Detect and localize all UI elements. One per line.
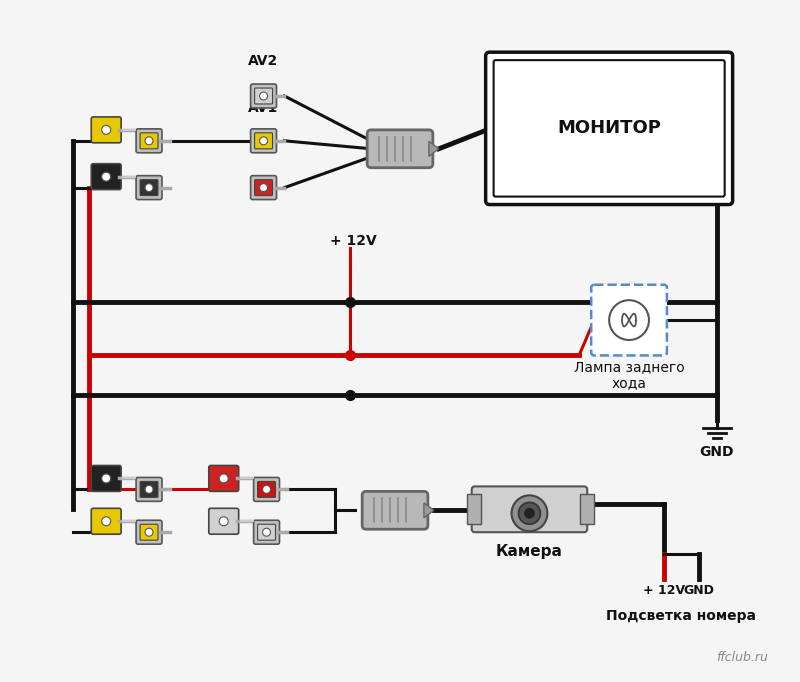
Polygon shape xyxy=(424,503,434,518)
Circle shape xyxy=(525,508,534,518)
Circle shape xyxy=(102,125,110,134)
FancyBboxPatch shape xyxy=(367,130,433,168)
Text: AV2: AV2 xyxy=(249,54,278,68)
FancyBboxPatch shape xyxy=(254,133,273,149)
FancyBboxPatch shape xyxy=(258,524,275,540)
FancyBboxPatch shape xyxy=(258,481,275,497)
Circle shape xyxy=(145,183,153,192)
Text: ffclub.ru: ffclub.ru xyxy=(717,651,769,664)
Circle shape xyxy=(609,300,649,340)
FancyBboxPatch shape xyxy=(494,60,725,196)
Circle shape xyxy=(145,137,153,145)
Circle shape xyxy=(102,172,110,181)
Bar xyxy=(466,494,481,524)
FancyBboxPatch shape xyxy=(472,486,587,532)
FancyBboxPatch shape xyxy=(254,88,273,104)
FancyBboxPatch shape xyxy=(209,508,238,534)
Circle shape xyxy=(262,529,270,536)
FancyBboxPatch shape xyxy=(91,508,121,534)
FancyBboxPatch shape xyxy=(140,179,158,196)
Circle shape xyxy=(102,474,110,483)
Circle shape xyxy=(518,503,541,524)
Circle shape xyxy=(102,517,110,526)
FancyBboxPatch shape xyxy=(140,481,158,497)
FancyBboxPatch shape xyxy=(254,179,273,196)
Text: Подсветка номера: Подсветка номера xyxy=(606,609,756,623)
Text: МОНИТОР: МОНИТОР xyxy=(558,119,661,137)
Circle shape xyxy=(262,486,270,493)
FancyBboxPatch shape xyxy=(91,164,121,190)
FancyBboxPatch shape xyxy=(209,466,238,492)
Circle shape xyxy=(259,183,267,192)
FancyBboxPatch shape xyxy=(254,520,279,544)
Circle shape xyxy=(259,92,267,100)
FancyBboxPatch shape xyxy=(136,129,162,153)
FancyBboxPatch shape xyxy=(140,524,158,540)
FancyBboxPatch shape xyxy=(136,520,162,544)
FancyBboxPatch shape xyxy=(591,284,667,355)
FancyBboxPatch shape xyxy=(91,117,121,143)
FancyBboxPatch shape xyxy=(250,84,277,108)
Circle shape xyxy=(511,495,547,531)
Text: Камера: Камера xyxy=(496,544,563,559)
Circle shape xyxy=(145,529,153,536)
FancyBboxPatch shape xyxy=(91,466,121,492)
FancyBboxPatch shape xyxy=(254,477,279,501)
FancyBboxPatch shape xyxy=(250,129,277,153)
Text: GND: GND xyxy=(699,445,734,458)
Bar xyxy=(580,494,594,524)
Text: + 12V: + 12V xyxy=(643,584,685,597)
FancyBboxPatch shape xyxy=(140,133,158,149)
Polygon shape xyxy=(429,141,439,156)
FancyBboxPatch shape xyxy=(362,492,428,529)
Text: Лампа заднего
хода: Лампа заднего хода xyxy=(574,360,685,390)
FancyBboxPatch shape xyxy=(136,477,162,501)
Circle shape xyxy=(219,517,228,526)
Text: AV1: AV1 xyxy=(249,101,278,115)
Text: + 12V: + 12V xyxy=(330,235,377,248)
Circle shape xyxy=(259,137,267,145)
FancyBboxPatch shape xyxy=(136,176,162,200)
Circle shape xyxy=(219,474,228,483)
FancyBboxPatch shape xyxy=(250,176,277,200)
Text: GND: GND xyxy=(683,584,714,597)
Circle shape xyxy=(145,486,153,493)
FancyBboxPatch shape xyxy=(486,53,733,205)
